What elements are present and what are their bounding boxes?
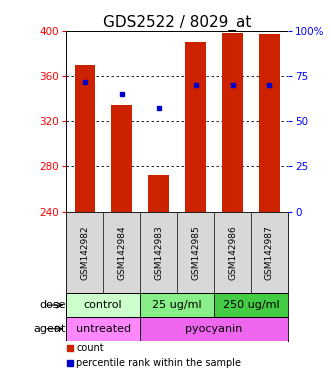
Text: GSM142985: GSM142985 [191,225,200,280]
Bar [259,34,280,212]
Text: GSM142983: GSM142983 [154,225,163,280]
Text: agent: agent [34,324,66,334]
Text: dose: dose [40,300,66,310]
Bar [74,65,95,212]
Bar [66,317,140,341]
Title: GDS2522 / 8029_at: GDS2522 / 8029_at [103,15,251,31]
Text: GSM142984: GSM142984 [117,225,126,280]
Text: 25 ug/ml: 25 ug/ml [152,300,202,310]
Text: control: control [84,300,122,310]
Bar [112,105,132,212]
Text: untreated: untreated [75,324,131,334]
Text: percentile rank within the sample: percentile rank within the sample [76,358,241,368]
Bar [66,293,140,317]
Bar [140,317,288,341]
Bar [185,42,206,212]
Text: GSM142987: GSM142987 [265,225,274,280]
Text: GSM142982: GSM142982 [80,225,89,280]
Bar [140,293,214,317]
Text: count: count [76,343,104,353]
Text: pyocyanin: pyocyanin [185,324,243,334]
Text: GSM142986: GSM142986 [228,225,237,280]
Bar [148,175,169,212]
Text: 250 ug/ml: 250 ug/ml [223,300,279,310]
Bar [222,33,243,212]
Bar [214,293,288,317]
